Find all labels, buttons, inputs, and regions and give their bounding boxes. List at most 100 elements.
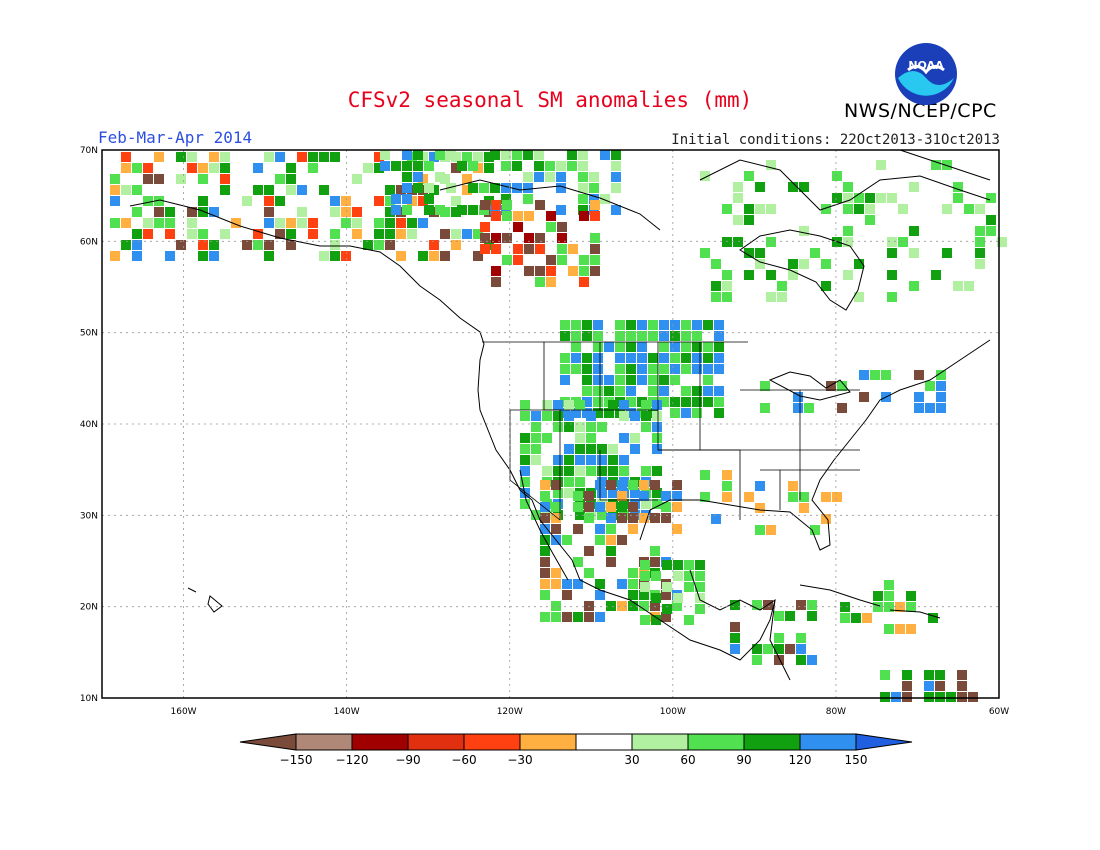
- anomaly-cell: [413, 150, 423, 160]
- anomaly-cell: [264, 185, 274, 195]
- anomaly-cell: [564, 422, 574, 432]
- anomaly-cell: [143, 218, 153, 228]
- anomaly-cell: [641, 466, 651, 476]
- anomaly-cell: [777, 292, 787, 302]
- anomaly-cell: [513, 255, 523, 265]
- anomaly-cell: [942, 248, 952, 258]
- anomaly-cell: [578, 161, 588, 171]
- anomaly-cell: [755, 204, 765, 214]
- anomaly-cell: [617, 579, 627, 589]
- anomaly-cell: [854, 193, 864, 203]
- anomaly-cell: [650, 601, 660, 611]
- anomaly-cell: [582, 386, 592, 396]
- anomaly-cell: [396, 251, 406, 261]
- anomaly-cell: [523, 194, 533, 204]
- anomaly-cell: [611, 150, 621, 160]
- anomaly-cell: [975, 226, 985, 236]
- anomaly-cell: [681, 386, 691, 396]
- anomaly-cell: [931, 270, 941, 280]
- anomaly-cell: [810, 525, 820, 535]
- anomaly-cell: [540, 590, 550, 600]
- anomaly-cell: [501, 183, 511, 193]
- anomaly-cell: [584, 546, 594, 556]
- anomaly-cell: [597, 488, 607, 498]
- anomaly-cell: [936, 403, 946, 413]
- anomaly-cell: [652, 400, 662, 410]
- anomaly-cell: [501, 194, 511, 204]
- anomaly-cell: [540, 546, 550, 556]
- anomaly-cell: [975, 248, 985, 258]
- anomaly-cell: [703, 397, 713, 407]
- anomaly-cell: [571, 408, 581, 418]
- anomaly-cell: [341, 207, 351, 217]
- anomaly-cell: [551, 502, 561, 512]
- anomaly-cell: [684, 582, 694, 592]
- anomaly-cell: [253, 229, 263, 239]
- anomaly-cell: [341, 218, 351, 228]
- anomaly-cell: [556, 205, 566, 215]
- anomaly-cell: [319, 251, 329, 261]
- anomaly-cell: [628, 524, 638, 534]
- anomaly-cell: [542, 400, 552, 410]
- anomaly-cell: [564, 411, 574, 421]
- lon-label: 100W: [660, 707, 686, 717]
- anomaly-cell: [589, 172, 599, 182]
- anomaly-cell: [396, 185, 406, 195]
- anomaly-cell: [617, 491, 627, 501]
- anomaly-cell: [611, 172, 621, 182]
- anomaly-cell: [935, 692, 945, 702]
- anomaly-cell: [887, 237, 897, 247]
- anomaly-cell: [615, 331, 625, 341]
- anomaly-cell: [730, 600, 740, 610]
- anomaly-cell: [957, 681, 967, 691]
- anomaly-cell: [573, 502, 583, 512]
- anomaly-cell: [568, 244, 578, 254]
- anomaly-cell: [652, 499, 662, 509]
- anomaly-cell: [435, 205, 445, 215]
- anomaly-cell: [744, 215, 754, 225]
- anomaly-cell: [924, 670, 934, 680]
- anomaly-cell: [520, 433, 530, 443]
- anomaly-cell: [604, 386, 614, 396]
- anomaly-cell: [253, 185, 263, 195]
- anomaly-cell: [604, 375, 614, 385]
- anomaly-cell: [363, 240, 373, 250]
- anomaly-cell: [512, 183, 522, 193]
- anomaly-cell: [826, 381, 836, 391]
- anomaly-cell: [513, 222, 523, 232]
- anomaly-cell: [760, 403, 770, 413]
- anomaly-cell: [714, 331, 724, 341]
- anomaly-cell: [579, 255, 589, 265]
- anomaly-cell: [821, 281, 831, 291]
- anomaly-cell: [730, 633, 740, 643]
- anomaly-cell: [391, 205, 401, 215]
- anomaly-cell: [542, 466, 552, 476]
- anomaly-cell: [703, 364, 713, 374]
- anomaly-cell: [429, 152, 439, 162]
- anomaly-cell: [578, 194, 588, 204]
- anomaly-cell: [766, 525, 776, 535]
- anomaly-cell: [670, 397, 680, 407]
- anomaly-cell: [578, 150, 588, 160]
- anomaly-cell: [722, 492, 732, 502]
- anomaly-cell: [695, 593, 705, 603]
- anomaly-cell: [586, 422, 596, 432]
- anomaly-cell: [898, 204, 908, 214]
- anomaly-cell: [198, 229, 208, 239]
- anomaly-cell: [619, 455, 629, 465]
- anomaly-cell: [928, 613, 938, 623]
- anomaly-cell: [571, 364, 581, 374]
- anomaly-cell: [468, 161, 478, 171]
- anomaly-cell: [582, 331, 592, 341]
- anomaly-cell: [788, 492, 798, 502]
- anomaly-cell: [540, 612, 550, 622]
- anomaly-cell: [540, 491, 550, 501]
- anomaly-cell: [777, 281, 787, 291]
- anomaly-cell: [876, 160, 886, 170]
- anomaly-cell: [914, 370, 924, 380]
- anomaly-cell: [567, 161, 577, 171]
- anomaly-cell: [110, 251, 120, 261]
- anomaly-cell: [641, 400, 651, 410]
- anomaly-cell: [711, 281, 721, 291]
